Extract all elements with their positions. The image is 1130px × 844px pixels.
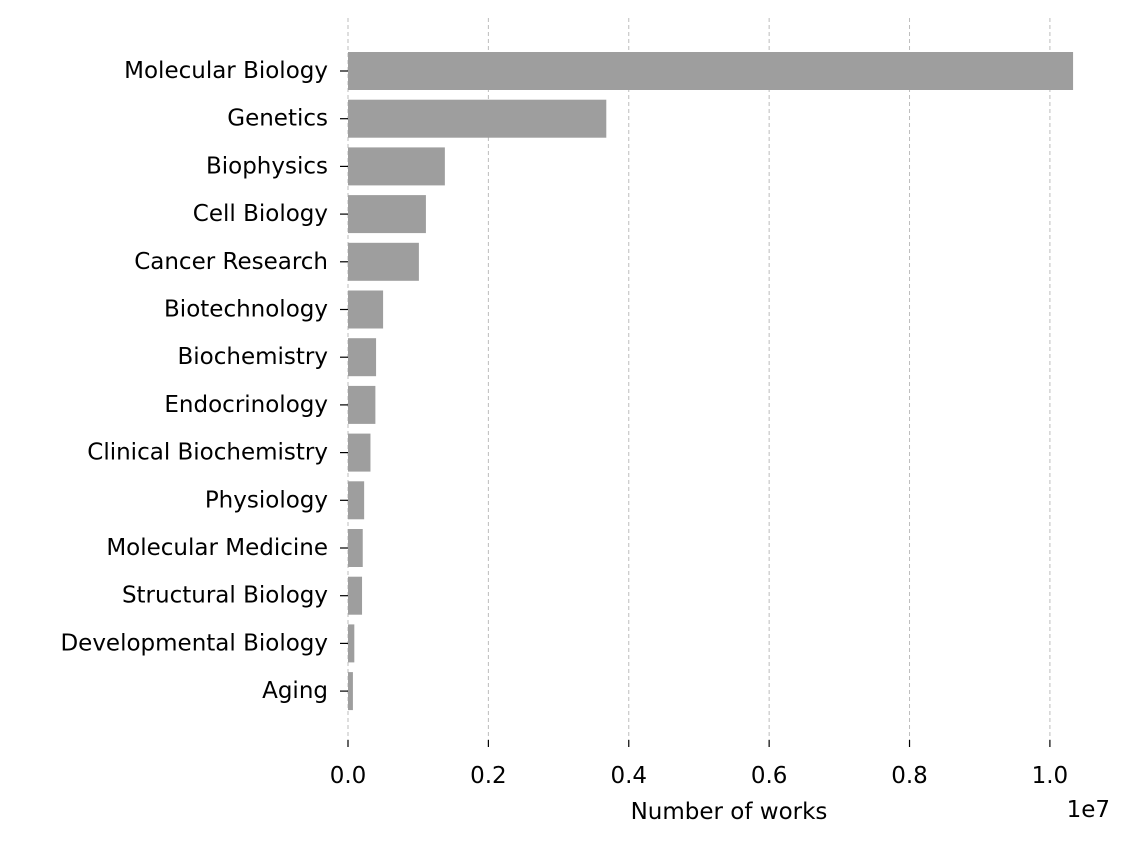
bar: [348, 52, 1074, 90]
x-tick-label: 0.4: [610, 763, 647, 789]
bar: [348, 672, 353, 711]
x-tick-label: 1.0: [1032, 763, 1069, 789]
category-label: Developmental Biology: [60, 630, 328, 656]
category-label: Cancer Research: [134, 249, 328, 275]
bars: [348, 52, 1074, 711]
bar: [348, 624, 355, 663]
grid-lines: [347, 18, 1051, 740]
category-label: Physiology: [205, 487, 328, 513]
category-label: Biotechnology: [164, 297, 328, 323]
bar: [348, 433, 371, 472]
bar: [348, 385, 376, 424]
category-labels: Molecular Biology Genetics Biophysics Cell …: [60, 58, 348, 704]
category-label: Endocrinology: [164, 392, 328, 418]
x-axis-offset-label: 1e7: [1067, 797, 1110, 823]
bar: [348, 147, 445, 186]
category-label: Genetics: [227, 106, 328, 132]
bar: [348, 481, 365, 520]
category-label: Aging: [262, 678, 328, 704]
bar: [348, 576, 363, 615]
x-axis-ticks: 0.0 0.2 0.4 0.6 0.8 1.0: [330, 740, 1068, 789]
category-label: Cell Biology: [193, 201, 328, 227]
x-axis-title: Number of works: [631, 799, 828, 825]
x-tick-label: 0.6: [751, 763, 788, 789]
x-tick-label: 0.0: [330, 763, 367, 789]
category-label: Molecular Medicine: [106, 535, 328, 561]
category-label: Clinical Biochemistry: [87, 440, 328, 466]
category-label: Molecular Biology: [124, 58, 328, 84]
bar: [348, 195, 426, 234]
bar: [348, 290, 384, 329]
category-label: Structural Biology: [122, 583, 328, 609]
x-tick-label: 0.2: [470, 763, 507, 789]
x-tick-label: 0.8: [891, 763, 928, 789]
bar: [348, 99, 607, 138]
category-label: Biophysics: [206, 153, 328, 179]
bar: [348, 529, 363, 567]
bar: [348, 242, 419, 281]
category-label: Biochemistry: [178, 344, 328, 370]
bar: [348, 338, 377, 377]
